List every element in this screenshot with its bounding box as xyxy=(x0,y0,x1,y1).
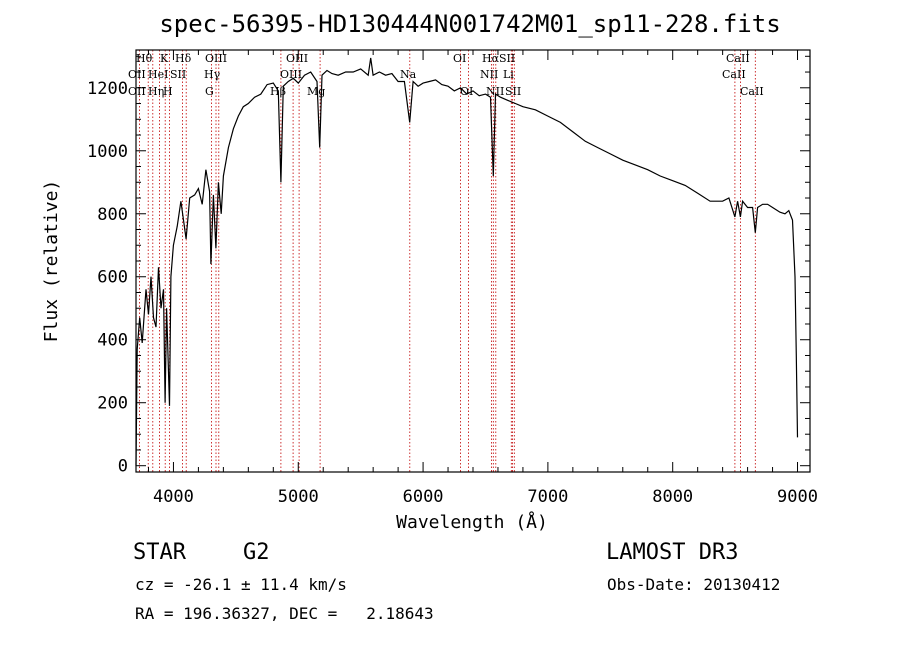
x-tick-label: 6000 xyxy=(403,487,444,507)
line-label: K xyxy=(160,52,169,65)
chart-title: spec-56395-HD130444N001742M01_sp11-228.f… xyxy=(159,10,780,38)
survey-name: LAMOST DR3 xyxy=(606,540,738,565)
x-tick-label: 7000 xyxy=(527,487,568,507)
line-label: Hγ xyxy=(204,68,221,81)
line-label: SII xyxy=(505,85,521,98)
line-label: OIII xyxy=(205,52,227,65)
line-label: Hη xyxy=(148,85,164,98)
line-label: OIII xyxy=(280,68,302,81)
x-tick-label: 9000 xyxy=(777,487,818,507)
line-label: Na xyxy=(400,68,417,81)
line-label: Mg xyxy=(307,85,325,98)
line-label-group: Hθ K Hδ OIII OIII OI HαSII CaII OII HeI … xyxy=(128,52,764,98)
y-tick-label: 600 xyxy=(97,268,128,288)
object-subclass: G2 xyxy=(243,540,270,565)
line-label: OII xyxy=(128,85,146,98)
line-label: Li xyxy=(503,68,514,81)
x-tick-label: 8000 xyxy=(652,487,693,507)
x-tick-label: 4000 xyxy=(153,487,194,507)
x-axis-label: Wavelength (Å) xyxy=(396,511,548,533)
line-label: G xyxy=(205,85,214,98)
object-class: STAR xyxy=(133,540,187,565)
line-label: HαSII xyxy=(482,52,515,65)
coordinates-text: RA = 196.36327, DEC = 2.18643 xyxy=(135,604,434,623)
line-label: NII xyxy=(486,85,504,98)
y-tick-label: 0 xyxy=(118,457,128,477)
y-tick-label: 800 xyxy=(97,205,128,225)
line-label: HeI xyxy=(148,68,168,81)
line-label: SII xyxy=(170,68,186,81)
y-axis-label: Flux (relative) xyxy=(41,180,62,343)
line-marker-group xyxy=(138,50,756,472)
line-label: Hθ xyxy=(136,52,153,65)
spectrum-line xyxy=(135,57,799,466)
line-label: CaII xyxy=(722,68,746,81)
obs-date-text: Obs-Date: 20130412 xyxy=(607,575,780,594)
plot-frame xyxy=(135,49,811,473)
line-label: NII xyxy=(480,68,498,81)
y-tick-label: 200 xyxy=(97,394,128,414)
line-label: OI xyxy=(453,52,466,65)
x-tick-label: 5000 xyxy=(278,487,319,507)
line-label: CaII xyxy=(740,85,764,98)
redshift-text: cz = -26.1 ± 11.4 km/s xyxy=(135,575,347,594)
line-label: OII xyxy=(128,68,146,81)
line-label: Hδ xyxy=(175,52,192,65)
y-axis: 0 200 400 600 800 1000 1200 xyxy=(87,55,810,477)
y-tick-label: 400 xyxy=(97,331,128,351)
line-label: H xyxy=(163,85,173,98)
line-label: CaII xyxy=(726,52,750,65)
line-label: OIII xyxy=(286,52,308,65)
x-axis: 4000 5000 6000 7000 8000 9000 xyxy=(147,50,818,507)
y-tick-label: 1200 xyxy=(87,79,128,99)
line-label: OI xyxy=(460,85,473,98)
y-tick-label: 1000 xyxy=(87,142,128,162)
